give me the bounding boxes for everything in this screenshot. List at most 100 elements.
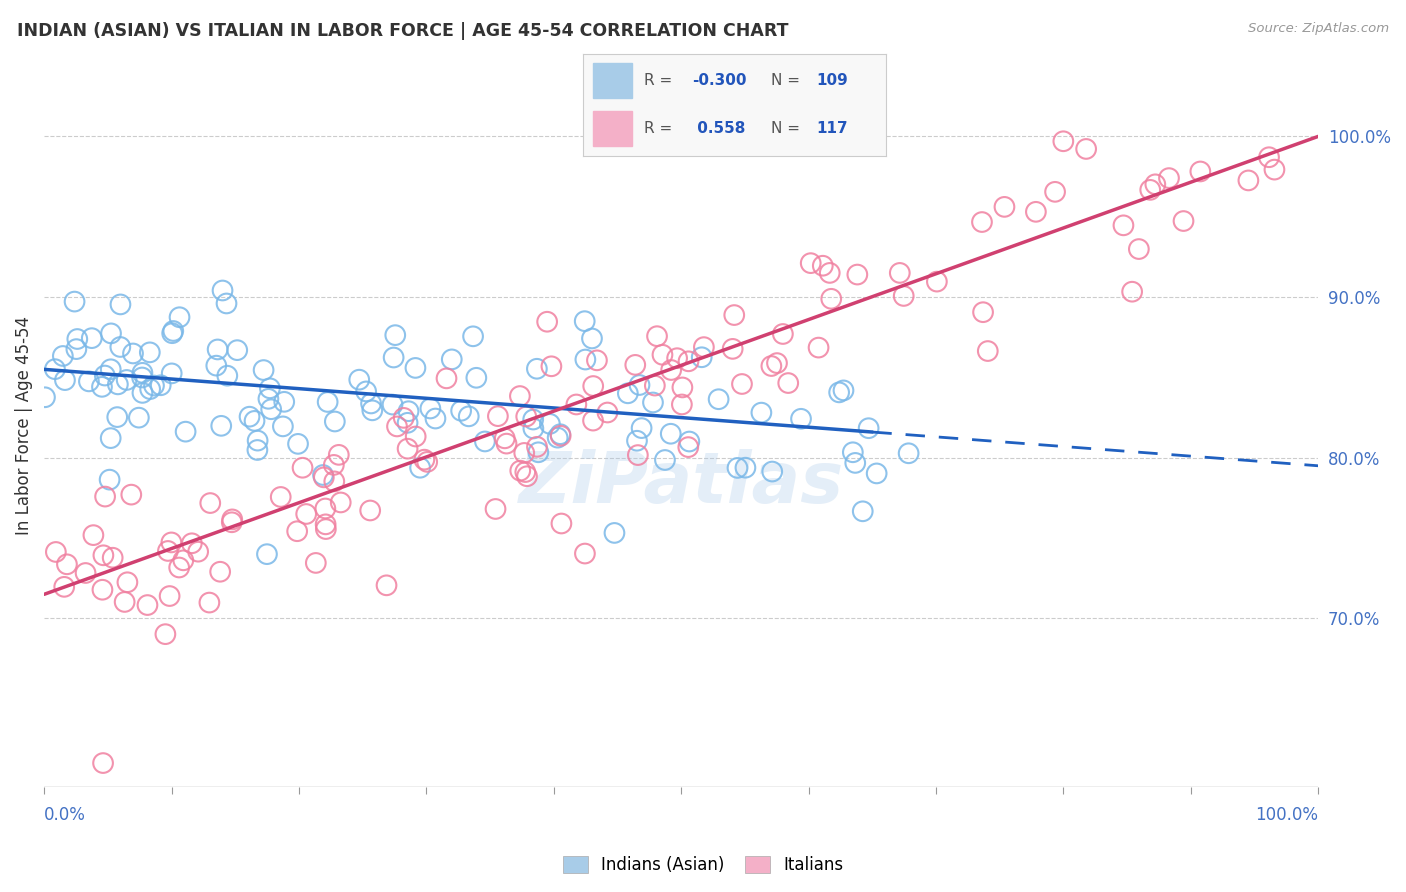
Point xyxy=(354,384,377,399)
Point xyxy=(461,329,484,343)
Text: 117: 117 xyxy=(817,121,848,136)
Text: Source: ZipAtlas.com: Source: ZipAtlas.com xyxy=(1249,22,1389,36)
Point xyxy=(314,501,336,516)
Point xyxy=(180,536,202,550)
Point xyxy=(582,379,605,393)
Point xyxy=(858,421,880,435)
Point xyxy=(409,460,432,475)
Point xyxy=(526,440,548,454)
Point xyxy=(731,376,754,391)
Point xyxy=(678,354,700,368)
Point xyxy=(852,504,875,518)
Point xyxy=(53,373,76,387)
Point xyxy=(98,473,121,487)
Point xyxy=(993,200,1015,214)
Point xyxy=(1052,134,1074,148)
Point xyxy=(1173,214,1195,228)
Text: N =: N = xyxy=(770,121,800,136)
Point xyxy=(215,296,238,310)
Point xyxy=(75,566,97,580)
Point xyxy=(120,488,142,502)
Legend: Indians (Asian), Italians: Indians (Asian), Italians xyxy=(558,851,848,880)
Point xyxy=(91,756,114,770)
Point xyxy=(107,377,129,392)
Point xyxy=(486,409,509,424)
Point xyxy=(495,436,517,450)
Point xyxy=(404,360,426,375)
Point xyxy=(260,402,283,417)
Point xyxy=(257,392,280,406)
Point xyxy=(91,380,114,394)
Point xyxy=(94,368,117,383)
Point xyxy=(690,351,713,365)
Point xyxy=(361,403,384,417)
Point xyxy=(707,392,730,407)
Point xyxy=(772,326,794,341)
Point xyxy=(328,448,350,462)
Point xyxy=(1157,171,1180,186)
Point xyxy=(515,465,537,479)
Point xyxy=(155,627,177,641)
Point xyxy=(271,419,294,434)
Point xyxy=(550,427,572,442)
Point xyxy=(761,465,783,479)
Point xyxy=(617,386,640,401)
Point xyxy=(238,409,260,424)
Point xyxy=(329,495,352,509)
Point xyxy=(226,343,249,358)
Text: 109: 109 xyxy=(817,72,848,87)
Point xyxy=(91,582,114,597)
Point xyxy=(114,595,136,609)
Point xyxy=(651,348,673,362)
Point xyxy=(603,525,626,540)
Point xyxy=(405,429,427,443)
Point xyxy=(630,421,652,435)
Point xyxy=(392,410,415,425)
Point xyxy=(509,464,531,478)
Point xyxy=(323,415,346,429)
Point xyxy=(128,410,150,425)
Point xyxy=(820,292,842,306)
Point xyxy=(574,547,596,561)
Point xyxy=(624,358,647,372)
Point xyxy=(666,351,689,366)
Point xyxy=(100,431,122,445)
Point xyxy=(766,356,789,370)
Point xyxy=(846,268,869,282)
Point xyxy=(474,434,496,449)
Point xyxy=(100,362,122,376)
Point xyxy=(842,445,865,459)
Point xyxy=(790,412,813,426)
Point xyxy=(396,442,419,456)
Point xyxy=(381,398,404,412)
Point xyxy=(44,362,66,376)
Point xyxy=(211,284,233,298)
Point xyxy=(160,535,183,549)
Point xyxy=(312,470,335,484)
Point xyxy=(727,461,749,475)
Point xyxy=(65,342,87,356)
Point xyxy=(322,458,344,472)
Point xyxy=(627,448,650,462)
Point xyxy=(207,343,229,357)
Point xyxy=(550,516,572,531)
Point xyxy=(484,502,506,516)
Point xyxy=(172,553,194,567)
Text: ZiPatlas: ZiPatlas xyxy=(519,449,844,518)
Point xyxy=(198,596,221,610)
Point xyxy=(384,328,406,343)
Point xyxy=(66,332,89,346)
Point xyxy=(209,565,232,579)
Bar xyxy=(592,111,631,145)
Text: N =: N = xyxy=(770,72,800,87)
Point xyxy=(305,556,328,570)
Point xyxy=(893,289,915,303)
Point xyxy=(977,344,1000,359)
Point xyxy=(671,397,693,411)
Point xyxy=(574,314,596,328)
Point xyxy=(538,417,561,431)
Point xyxy=(34,390,56,404)
Point xyxy=(396,416,419,430)
Point xyxy=(659,363,682,377)
Point xyxy=(628,378,651,392)
